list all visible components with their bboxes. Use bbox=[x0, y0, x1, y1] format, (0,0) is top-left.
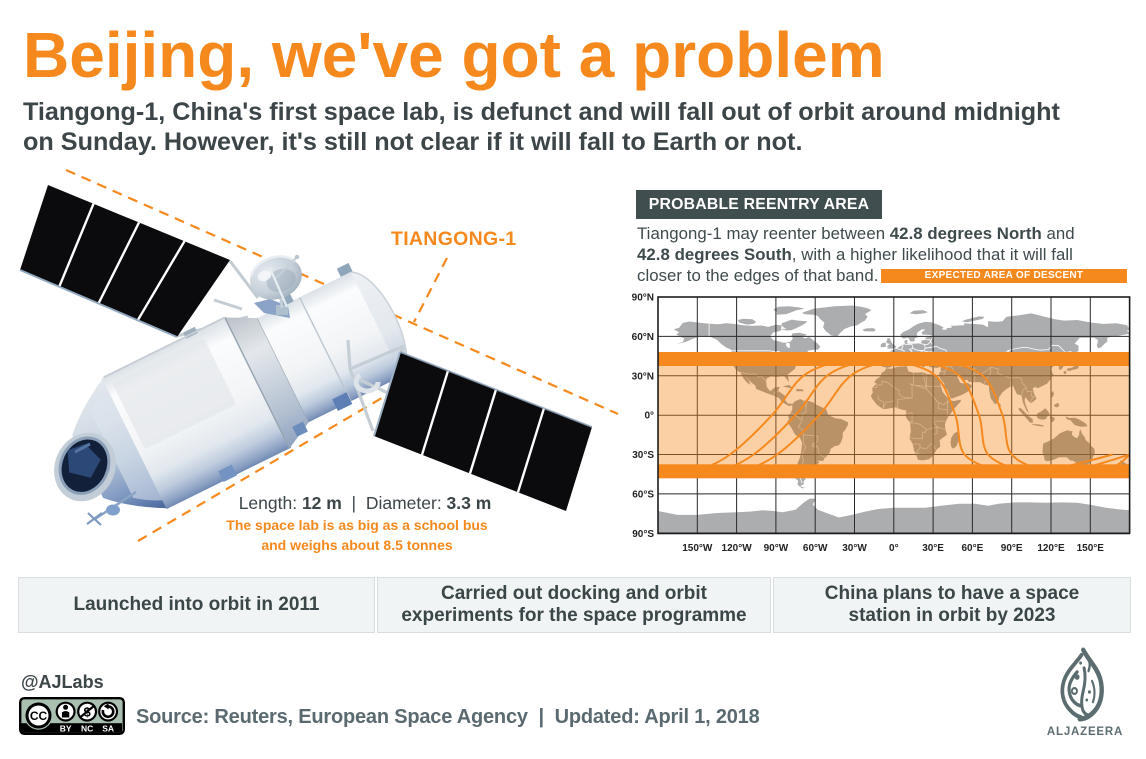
svg-text:0°: 0° bbox=[644, 411, 654, 422]
svg-text:90°E: 90°E bbox=[1001, 543, 1023, 554]
svg-text:60°N: 60°N bbox=[632, 332, 654, 343]
svg-text:60°E: 60°E bbox=[962, 543, 984, 554]
svg-text:30°N: 30°N bbox=[632, 371, 654, 382]
svg-text:150°E: 150°E bbox=[1077, 543, 1105, 554]
svg-text:90°N: 90°N bbox=[632, 293, 654, 304]
svg-text:ALJAZEERA: ALJAZEERA bbox=[1047, 726, 1123, 738]
svg-text:150°W: 150°W bbox=[682, 543, 713, 554]
svg-text:BY: BY bbox=[60, 724, 72, 734]
svg-text:NC: NC bbox=[81, 724, 93, 734]
svg-text:120°E: 120°E bbox=[1037, 543, 1065, 554]
svg-text:60°S: 60°S bbox=[632, 489, 654, 500]
svg-text:30°S: 30°S bbox=[632, 450, 654, 461]
svg-text:0°: 0° bbox=[889, 543, 899, 554]
svg-text:90°W: 90°W bbox=[764, 543, 789, 554]
svg-text:30°W: 30°W bbox=[842, 543, 867, 554]
svg-text:30°E: 30°E bbox=[922, 543, 944, 554]
svg-text:60°W: 60°W bbox=[803, 543, 828, 554]
svg-text:SA: SA bbox=[102, 724, 114, 734]
svg-text:CC: CC bbox=[30, 709, 48, 723]
svg-text:90°S: 90°S bbox=[632, 529, 654, 540]
svg-text:120°W: 120°W bbox=[722, 543, 753, 554]
